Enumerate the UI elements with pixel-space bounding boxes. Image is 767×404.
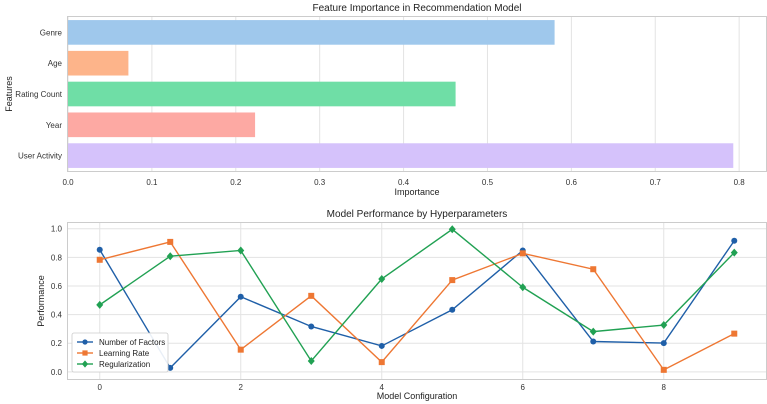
- bar-rating-count: [68, 81, 456, 107]
- point-regularization: [378, 274, 386, 283]
- y-axis-label: Features: [4, 76, 14, 112]
- x-tick-label: 2: [239, 383, 244, 392]
- bars: [68, 20, 734, 168]
- point-number-of-factors: [378, 342, 385, 349]
- x-axis-label: Model Configuration: [377, 391, 458, 401]
- x-tick-label: 8: [662, 383, 667, 392]
- series-markers: [96, 225, 738, 373]
- point-number-of-factors: [731, 237, 738, 244]
- point-regularization: [237, 246, 245, 255]
- x-tick-label: 0.1: [146, 178, 158, 187]
- y-tick-label: 1.0: [51, 225, 63, 234]
- point-number-of-factors: [660, 340, 667, 347]
- feature-importance-chart: Feature Importance in Recommendation Mod…: [4, 3, 767, 197]
- line-regularization: [99, 228, 735, 363]
- point-learning-rate: [519, 250, 526, 257]
- bar-genre: [68, 20, 555, 45]
- legend-marker: [81, 360, 89, 368]
- x-tick-label: 0.5: [482, 178, 494, 187]
- point-regularization: [166, 252, 174, 261]
- x-tick-label: 0.7: [650, 178, 662, 187]
- category-label: Age: [48, 59, 63, 68]
- point-regularization: [448, 225, 456, 234]
- category-label: User Activity: [18, 152, 62, 161]
- legend-label: Number of Factors: [99, 338, 165, 347]
- x-tick-label: 0.2: [230, 178, 242, 187]
- point-regularization: [660, 321, 668, 330]
- bar-year: [68, 112, 256, 138]
- legend-box: [71, 332, 169, 373]
- legend-marker: [82, 339, 88, 345]
- x-tick-label: 6: [521, 383, 526, 392]
- point-regularization: [96, 300, 104, 309]
- bar-user-activity: [68, 143, 734, 168]
- performance-chart: Model Performance by Hyperparameters 0.0…: [36, 209, 767, 401]
- x-tick-label: 0.8: [734, 178, 746, 187]
- bar-age: [68, 50, 129, 76]
- line-number-of-factors: [99, 240, 735, 369]
- point-regularization: [519, 283, 527, 292]
- legend-marker: [82, 350, 88, 356]
- point-number-of-factors: [237, 293, 244, 300]
- point-learning-rate: [237, 346, 244, 353]
- y-tick-label: 0.0: [51, 368, 63, 377]
- legend: Number of Factors Learning Rate Regulariza…: [71, 332, 169, 373]
- point-number-of-factors: [449, 306, 456, 313]
- point-learning-rate: [167, 238, 174, 245]
- series-lines: [99, 228, 735, 371]
- point-regularization: [589, 327, 597, 336]
- x-tick-labels: 0 2 4 6 8: [98, 383, 667, 392]
- point-number-of-factors: [308, 323, 315, 330]
- y-tick-label: 0.4: [51, 311, 63, 320]
- x-tick-label: 0.0: [62, 178, 74, 187]
- x-tick-label: 4: [380, 383, 385, 392]
- x-tick-label: 0.6: [566, 178, 578, 187]
- line-learning-rate: [99, 241, 735, 371]
- point-number-of-factors: [590, 338, 597, 345]
- category-label: Genre: [40, 28, 63, 37]
- point-learning-rate: [378, 359, 385, 366]
- x-tick-label: 0.4: [398, 178, 410, 187]
- y-tick-label: 0.2: [51, 339, 63, 348]
- x-axis-label: Importance: [394, 187, 439, 197]
- category-label: Rating Count: [15, 90, 62, 99]
- legend-label: Learning Rate: [99, 349, 150, 358]
- chart-title: Model Performance by Hyperparameters: [327, 209, 508, 220]
- y-tick-label: 0.6: [51, 282, 63, 291]
- x-tick-labels: 0.0 0.1 0.2 0.3 0.4 0.5 0.6 0.7 0.8: [62, 178, 745, 187]
- point-number-of-factors: [167, 364, 174, 371]
- y-axis-label: Performance: [36, 275, 46, 327]
- point-learning-rate: [96, 256, 103, 263]
- category-label: Year: [46, 121, 63, 130]
- point-learning-rate: [308, 292, 315, 299]
- y-tick-label: 0.8: [51, 253, 63, 262]
- point-regularization: [730, 248, 738, 257]
- point-learning-rate: [660, 366, 667, 373]
- x-tick-label: 0.3: [314, 178, 326, 187]
- legend-label: Regularization: [99, 360, 150, 369]
- point-learning-rate: [731, 330, 738, 337]
- point-learning-rate: [590, 266, 597, 273]
- y-tick-labels: 0.0 0.2 0.4 0.6 0.8 1.0: [51, 225, 63, 377]
- chart-title: Feature Importance in Recommendation Mod…: [313, 3, 522, 14]
- point-regularization: [307, 356, 315, 365]
- point-learning-rate: [449, 277, 456, 284]
- category-labels: Genre Age Rating Count Year User Activity: [15, 28, 62, 160]
- x-tick-label: 0: [98, 383, 103, 392]
- point-number-of-factors: [96, 246, 103, 253]
